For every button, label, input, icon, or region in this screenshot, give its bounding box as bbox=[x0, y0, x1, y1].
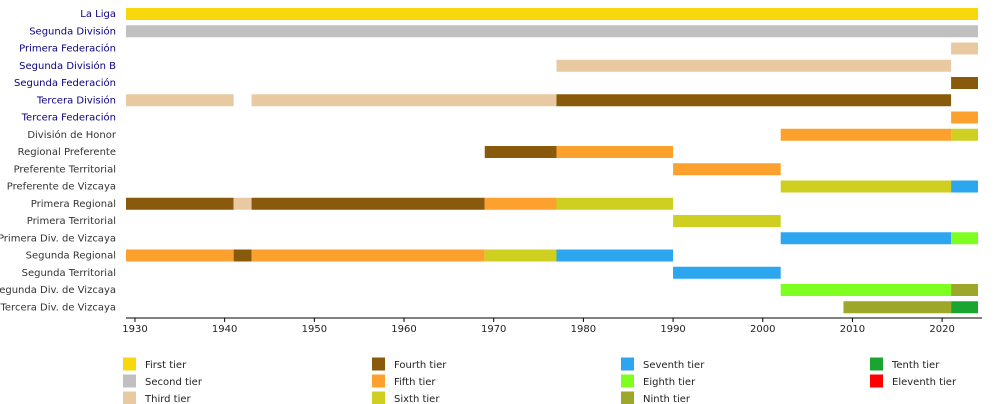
period-bar bbox=[951, 284, 978, 296]
row-label: Preferente de Vizcaya bbox=[7, 182, 116, 193]
period-bar bbox=[251, 197, 485, 210]
period-bar bbox=[951, 180, 978, 193]
row-label[interactable]: Segunda División bbox=[29, 25, 116, 37]
period-bar bbox=[951, 77, 978, 89]
legend-swatch bbox=[123, 357, 136, 371]
period-bar bbox=[673, 266, 781, 279]
legend-label: Eighth tier bbox=[643, 377, 696, 388]
period-bar bbox=[233, 197, 252, 210]
period-bar bbox=[780, 128, 952, 141]
row-label: Segunda Regional bbox=[26, 251, 116, 262]
period-bar bbox=[556, 197, 674, 210]
period-bar bbox=[843, 301, 952, 314]
x-tick-label: 1990 bbox=[660, 324, 685, 335]
legend-swatch bbox=[621, 357, 634, 371]
period-bar bbox=[556, 94, 952, 107]
legend-swatch bbox=[372, 357, 385, 371]
x-tick-label: 1980 bbox=[571, 324, 596, 335]
row-label[interactable]: Tercera División bbox=[36, 94, 116, 106]
legend-label: Fourth tier bbox=[394, 360, 447, 371]
legend-label: Eleventh tier bbox=[892, 377, 957, 388]
period-bar bbox=[126, 94, 234, 107]
legend-label: Ninth tier bbox=[643, 394, 691, 404]
legend-swatch bbox=[870, 374, 883, 388]
row-label: Primera Regional bbox=[31, 199, 116, 210]
period-bar bbox=[126, 25, 978, 38]
period-bar bbox=[126, 249, 234, 262]
legend-label: Third tier bbox=[144, 394, 192, 404]
legend-swatch bbox=[372, 391, 385, 404]
x-tick-label: 1940 bbox=[212, 324, 237, 335]
legend-label: Sixth tier bbox=[394, 394, 440, 404]
period-bar bbox=[951, 128, 978, 141]
period-bar bbox=[251, 94, 557, 107]
legend-label: Tenth tier bbox=[891, 360, 940, 371]
row-label: División de Honor bbox=[27, 129, 117, 141]
x-tick-label: 1960 bbox=[391, 324, 416, 335]
legend-swatch bbox=[372, 374, 385, 388]
legend-label: First tier bbox=[145, 360, 187, 371]
row-label: Primera Div. de Vizcaya bbox=[0, 233, 116, 244]
legend-swatch bbox=[621, 374, 634, 388]
row-label[interactable]: Tercera Federación bbox=[21, 112, 116, 124]
legend-swatch bbox=[123, 391, 136, 404]
legend-label: Fifth tier bbox=[394, 377, 436, 388]
period-bar bbox=[556, 59, 952, 72]
period-bar bbox=[951, 42, 978, 55]
period-bar bbox=[780, 180, 952, 193]
period-bar bbox=[484, 249, 557, 262]
period-bar bbox=[556, 249, 674, 262]
x-tick-label: 1950 bbox=[302, 324, 327, 335]
x-tick-label: 2010 bbox=[840, 324, 865, 335]
period-bar bbox=[780, 284, 952, 296]
period-bar bbox=[126, 197, 234, 210]
row-label: Tercera Div. de Vizcaya bbox=[0, 302, 116, 313]
x-tick-label: 2000 bbox=[750, 324, 775, 335]
period-bar bbox=[484, 197, 557, 210]
row-label[interactable]: Segunda División B bbox=[19, 60, 116, 72]
row-label: Segunda Territorial bbox=[22, 268, 116, 279]
row-label: Preferente Territorial bbox=[14, 164, 116, 175]
row-label[interactable]: Segunda Federación bbox=[14, 77, 116, 89]
period-bar bbox=[951, 301, 978, 314]
row-label: Segunda Div. de Vizcaya bbox=[0, 285, 116, 296]
period-bar bbox=[780, 232, 952, 245]
period-bar bbox=[126, 8, 978, 20]
legend-label: Seventh tier bbox=[643, 360, 705, 371]
x-tick-label: 1970 bbox=[481, 324, 506, 335]
row-label[interactable]: Primera Federación bbox=[19, 43, 116, 55]
row-label: Regional Preferente bbox=[18, 147, 116, 158]
period-bar bbox=[951, 232, 978, 245]
period-bar bbox=[673, 163, 781, 176]
row-label[interactable]: La Liga bbox=[80, 9, 116, 20]
x-tick-label: 1930 bbox=[122, 324, 147, 335]
period-bar bbox=[484, 146, 557, 158]
row-label: Primera Territorial bbox=[27, 216, 116, 227]
period-bar bbox=[233, 249, 252, 262]
period-bar bbox=[251, 249, 485, 262]
period-bar bbox=[556, 146, 674, 158]
period-bar bbox=[951, 111, 978, 124]
legend-swatch bbox=[123, 374, 136, 388]
period-bar bbox=[673, 215, 781, 227]
legend-swatch bbox=[621, 391, 634, 404]
legend-swatch bbox=[870, 357, 883, 371]
x-tick-label: 2020 bbox=[929, 324, 954, 335]
legend-label: Second tier bbox=[145, 377, 203, 388]
